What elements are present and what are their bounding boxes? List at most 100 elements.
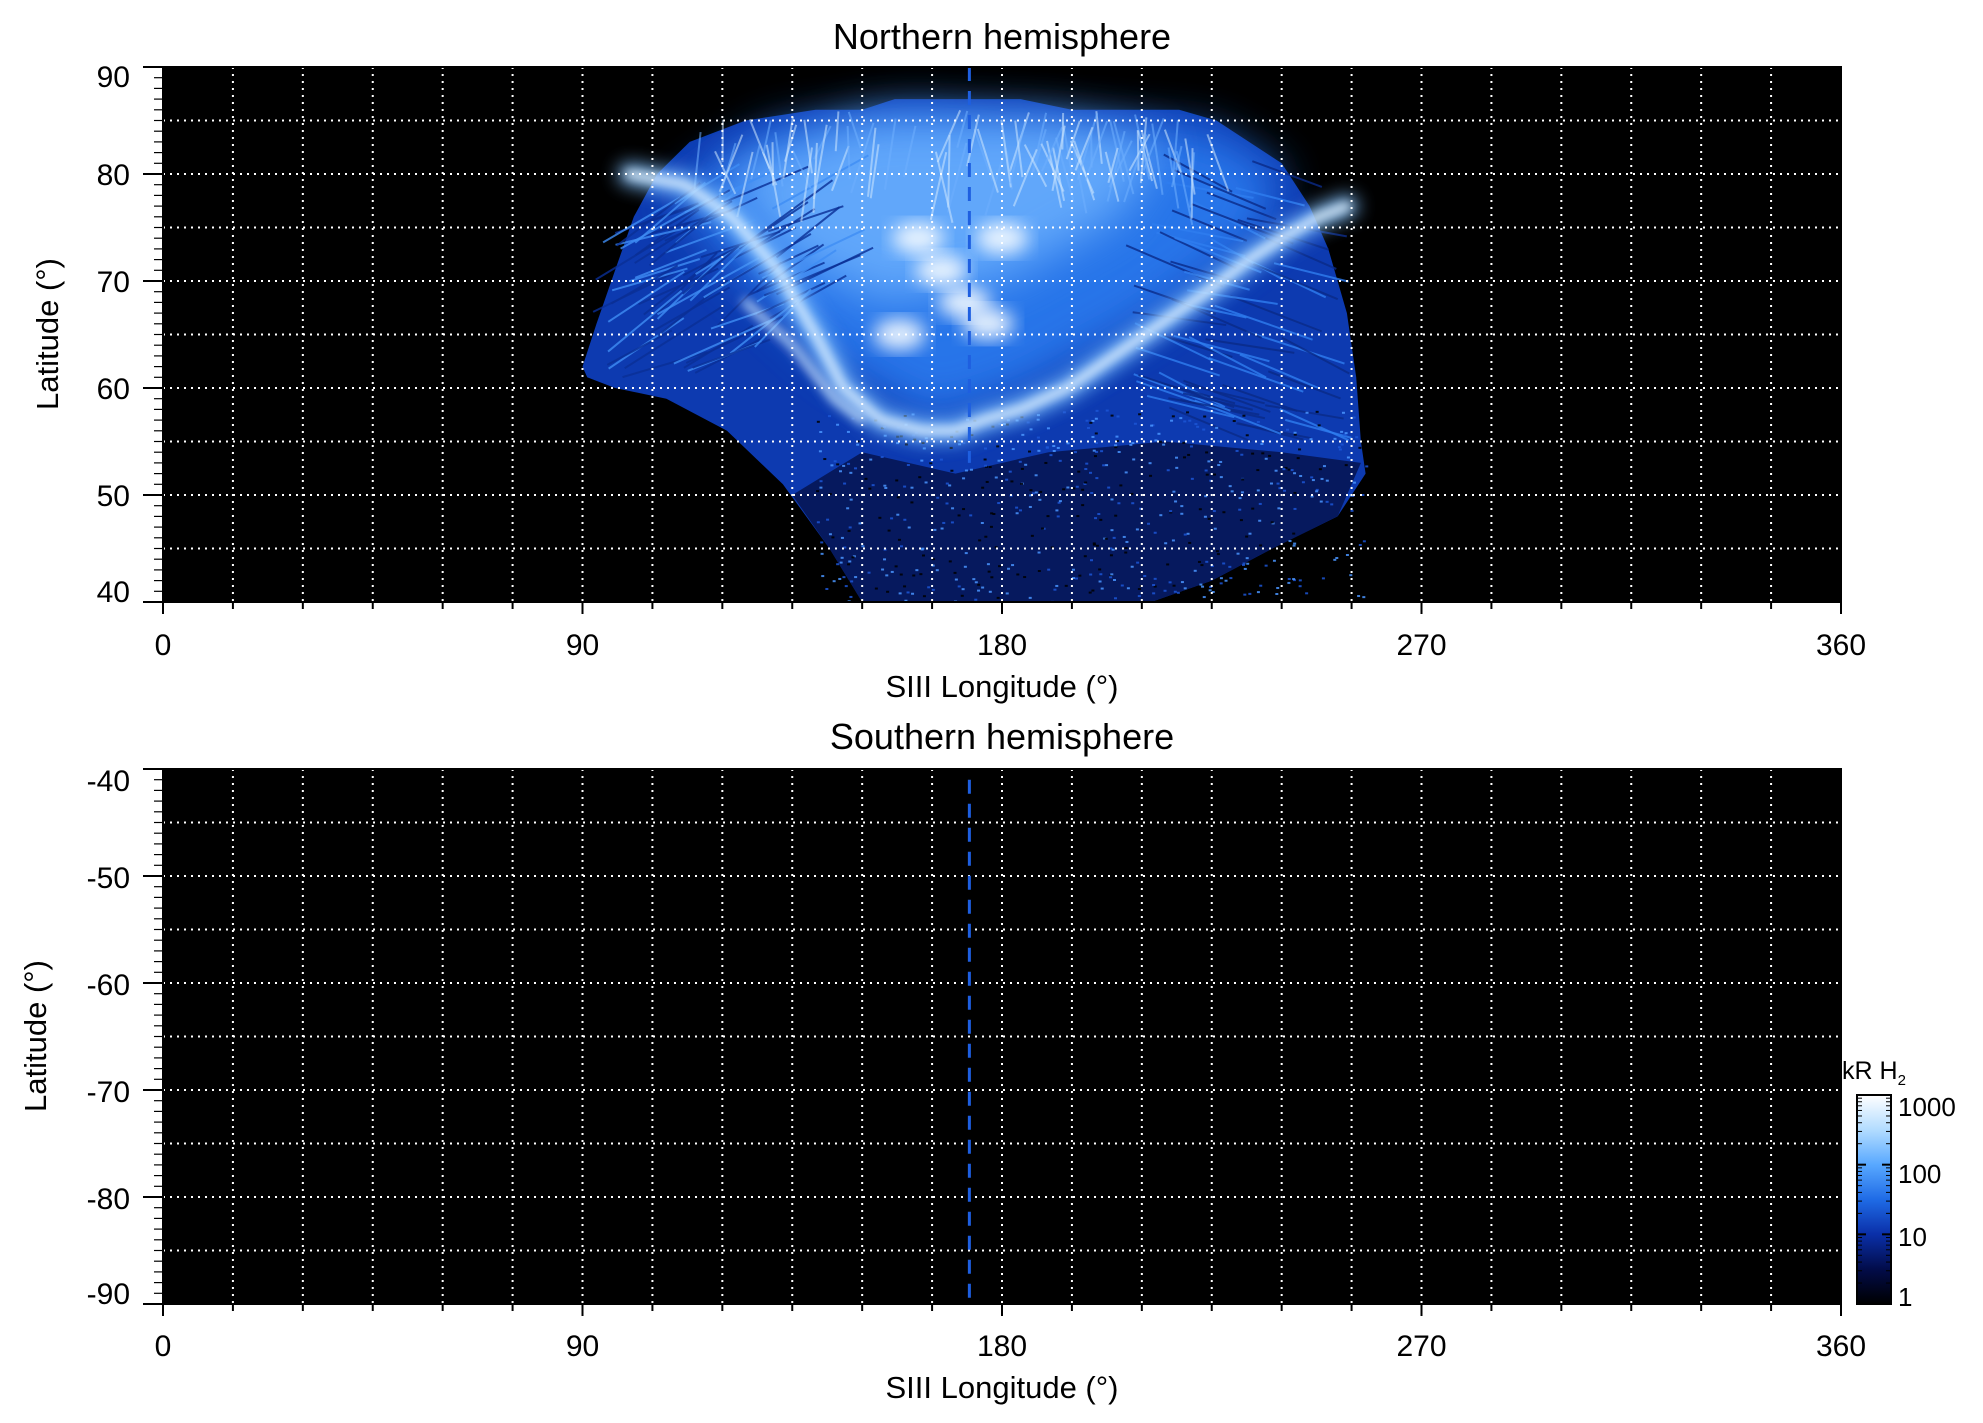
speckle bbox=[1109, 576, 1113, 579]
speckle bbox=[1293, 431, 1297, 434]
speckle bbox=[1299, 474, 1303, 477]
speckle bbox=[839, 561, 843, 564]
streak bbox=[1222, 384, 1298, 412]
south-x-tick-label: 360 bbox=[1816, 1330, 1866, 1363]
speckle bbox=[1359, 507, 1363, 510]
north-emission-map bbox=[582, 99, 1369, 602]
speckle bbox=[847, 529, 851, 532]
speckle bbox=[945, 482, 949, 485]
speckle bbox=[1007, 567, 1011, 570]
speckle bbox=[819, 564, 823, 567]
south-y-tick-label: -90 bbox=[87, 1278, 130, 1311]
north-x-tick-label: 270 bbox=[1396, 629, 1446, 662]
speckle bbox=[1259, 584, 1263, 587]
speckle bbox=[1150, 424, 1154, 427]
speckle bbox=[1020, 482, 1024, 485]
speckle bbox=[1288, 540, 1292, 543]
speckle bbox=[1117, 502, 1121, 505]
streak bbox=[749, 179, 834, 242]
speckle bbox=[890, 517, 894, 520]
speckle bbox=[836, 563, 840, 566]
speckle bbox=[898, 592, 902, 595]
speckle bbox=[1072, 577, 1076, 580]
speckle bbox=[1205, 560, 1209, 563]
speckle bbox=[1111, 548, 1115, 551]
speckle bbox=[1235, 449, 1239, 452]
speckle bbox=[1188, 541, 1192, 544]
speckle bbox=[1112, 536, 1116, 539]
speckle bbox=[957, 585, 961, 588]
speckle bbox=[1340, 430, 1344, 433]
south-panel: Southern hemisphere 0 90 180 270 360 -40… bbox=[18, 716, 1866, 1405]
speckle bbox=[1105, 464, 1109, 467]
speckle bbox=[1325, 479, 1329, 482]
streak bbox=[1172, 119, 1179, 176]
speckle bbox=[1337, 446, 1341, 449]
speckle bbox=[1174, 500, 1178, 503]
speckle bbox=[1091, 589, 1095, 592]
speckle bbox=[1193, 569, 1197, 572]
speckle bbox=[820, 541, 824, 544]
streak bbox=[800, 147, 813, 222]
speckle bbox=[1356, 586, 1360, 589]
speckle bbox=[1270, 521, 1274, 524]
speckle bbox=[1031, 492, 1035, 495]
speckle bbox=[1292, 544, 1296, 547]
south-y-tick-labels: -40 -50 -60 -70 -80 -90 bbox=[87, 765, 130, 1311]
speckle bbox=[1110, 498, 1114, 501]
speckle bbox=[929, 460, 933, 463]
speckle bbox=[1018, 509, 1022, 512]
speckle bbox=[828, 533, 832, 536]
speckle bbox=[881, 568, 885, 571]
speckle bbox=[880, 456, 884, 459]
speckle bbox=[1091, 435, 1095, 438]
speckle bbox=[1194, 423, 1198, 426]
speckle bbox=[1114, 514, 1118, 517]
speckle bbox=[1344, 464, 1348, 467]
speckle bbox=[945, 502, 949, 505]
speckle bbox=[1256, 469, 1260, 472]
speckle bbox=[1304, 561, 1308, 564]
speckle bbox=[897, 538, 901, 541]
north-x-tick-label: 90 bbox=[566, 629, 599, 662]
speckle bbox=[1354, 502, 1358, 505]
speckle bbox=[1153, 577, 1157, 580]
speckle bbox=[900, 545, 904, 548]
north-y-tick-label: 90 bbox=[97, 61, 130, 94]
speckle bbox=[972, 578, 976, 581]
speckle bbox=[1276, 482, 1280, 485]
speckle bbox=[1240, 453, 1244, 456]
speckle bbox=[985, 465, 989, 468]
speckle bbox=[1115, 435, 1119, 438]
speckle bbox=[878, 516, 882, 519]
speckle bbox=[899, 573, 903, 576]
speckle bbox=[831, 536, 835, 539]
speckle bbox=[1325, 500, 1329, 503]
speckle bbox=[854, 576, 858, 579]
speckle bbox=[868, 487, 872, 490]
speckle bbox=[1200, 564, 1204, 567]
speckle bbox=[1126, 587, 1130, 590]
speckle bbox=[895, 479, 899, 482]
speckle bbox=[1149, 474, 1153, 477]
streak bbox=[1174, 169, 1267, 210]
streak bbox=[976, 128, 999, 193]
streak bbox=[1235, 187, 1305, 207]
streak bbox=[1168, 406, 1252, 443]
speckle bbox=[1169, 511, 1173, 514]
speckle bbox=[1351, 494, 1355, 497]
speckle bbox=[921, 554, 925, 557]
speckle bbox=[903, 485, 907, 488]
speckle bbox=[1261, 452, 1265, 455]
speckle bbox=[884, 486, 888, 489]
speckle bbox=[1180, 581, 1184, 584]
speckle bbox=[828, 560, 832, 563]
speckle bbox=[843, 482, 847, 485]
streak bbox=[946, 142, 968, 213]
streak bbox=[736, 151, 754, 218]
streak bbox=[1107, 147, 1119, 184]
speckle bbox=[820, 552, 824, 555]
speckle bbox=[984, 464, 988, 467]
speckle bbox=[1315, 490, 1319, 493]
streak bbox=[1106, 130, 1126, 202]
